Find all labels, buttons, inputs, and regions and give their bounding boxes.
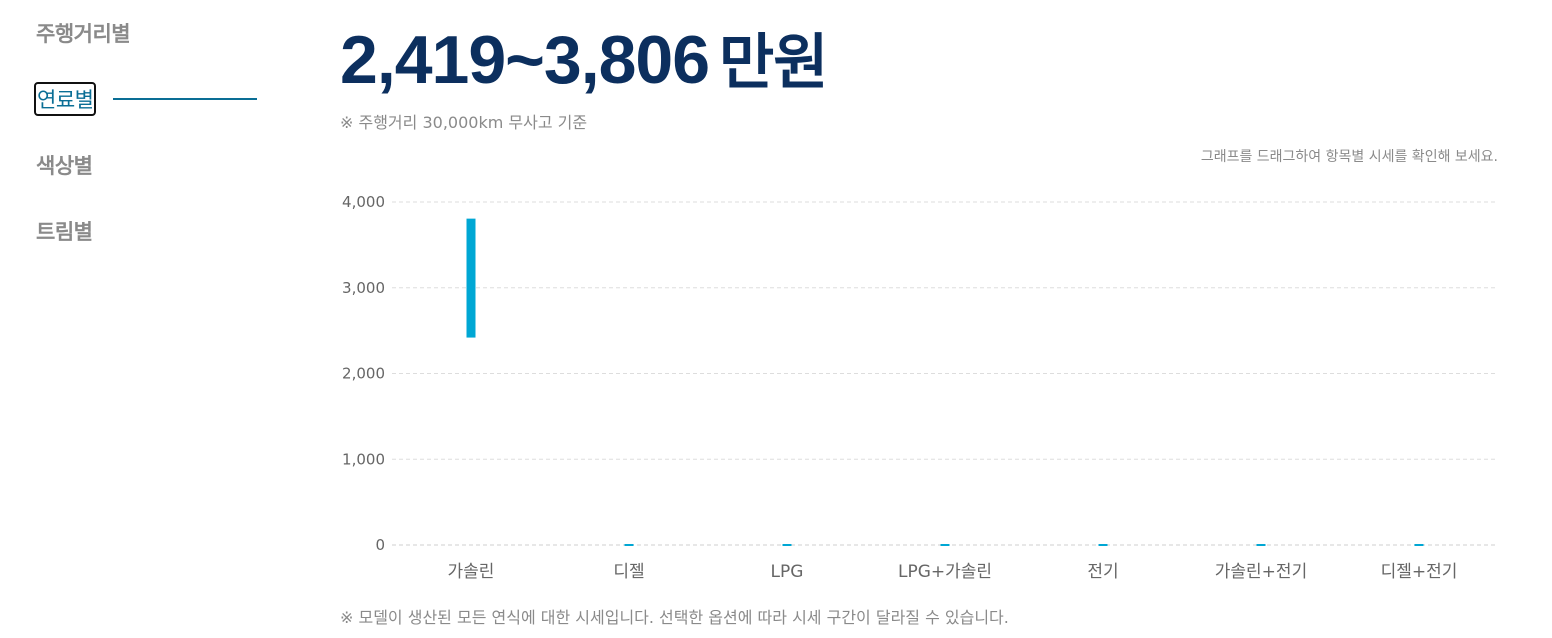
active-tab-indicator-line bbox=[113, 98, 257, 100]
fuel-price-chart[interactable]: 0 1,000 2,000 3,000 4,000 가솔린 디젤 LPG LPG+가솔린 전기 가솔… bbox=[0, 0, 1552, 600]
x-tick-label: LPG bbox=[771, 562, 804, 582]
tab-fuel[interactable]: 연료별 bbox=[34, 82, 97, 116]
price-range-heading: 2,419~3,806 만원 bbox=[340, 14, 828, 101]
mileage-criteria-note: ※ 주행거리 30,000km 무사고 기준 bbox=[340, 113, 588, 132]
range-bar[interactable] bbox=[1098, 544, 1108, 546]
price-unit: 만원 bbox=[719, 28, 828, 98]
range-bar[interactable] bbox=[466, 218, 476, 338]
x-tick-label: 디젤+전기 bbox=[1381, 562, 1458, 582]
x-tick-label: 디젤 bbox=[613, 562, 644, 582]
x-tick-label: 전기 bbox=[1087, 562, 1118, 582]
tab-color[interactable]: 색상별 bbox=[36, 154, 93, 178]
y-tick-label: 4,000 bbox=[342, 193, 385, 211]
x-tick-label: 가솔린 bbox=[448, 562, 495, 582]
range-bar[interactable] bbox=[1256, 544, 1266, 546]
y-tick-label: 3,000 bbox=[342, 279, 385, 297]
y-tick-label: 0 bbox=[375, 536, 385, 554]
tab-mileage[interactable]: 주행거리별 bbox=[36, 22, 131, 46]
range-bar[interactable] bbox=[782, 544, 792, 546]
range-bar[interactable] bbox=[940, 544, 950, 546]
x-tick-label: 가솔린+전기 bbox=[1215, 562, 1307, 582]
range-bar[interactable] bbox=[624, 544, 634, 546]
range-bar[interactable] bbox=[1414, 544, 1424, 546]
x-tick-label: LPG+가솔린 bbox=[898, 562, 992, 582]
drag-hint-text: 그래프를 드래그하여 항목별 시세를 확인해 보세요. bbox=[1200, 149, 1498, 165]
price-range-value: 2,419~3,806 bbox=[340, 22, 710, 98]
tab-trim[interactable]: 트림별 bbox=[36, 220, 93, 244]
footnote-text: ※ 모델이 생산된 모든 연식에 대한 시세입니다. 선택한 옵션에 따라 시세… bbox=[340, 608, 1009, 627]
y-tick-label: 2,000 bbox=[342, 365, 385, 383]
y-tick-label: 1,000 bbox=[342, 450, 385, 468]
